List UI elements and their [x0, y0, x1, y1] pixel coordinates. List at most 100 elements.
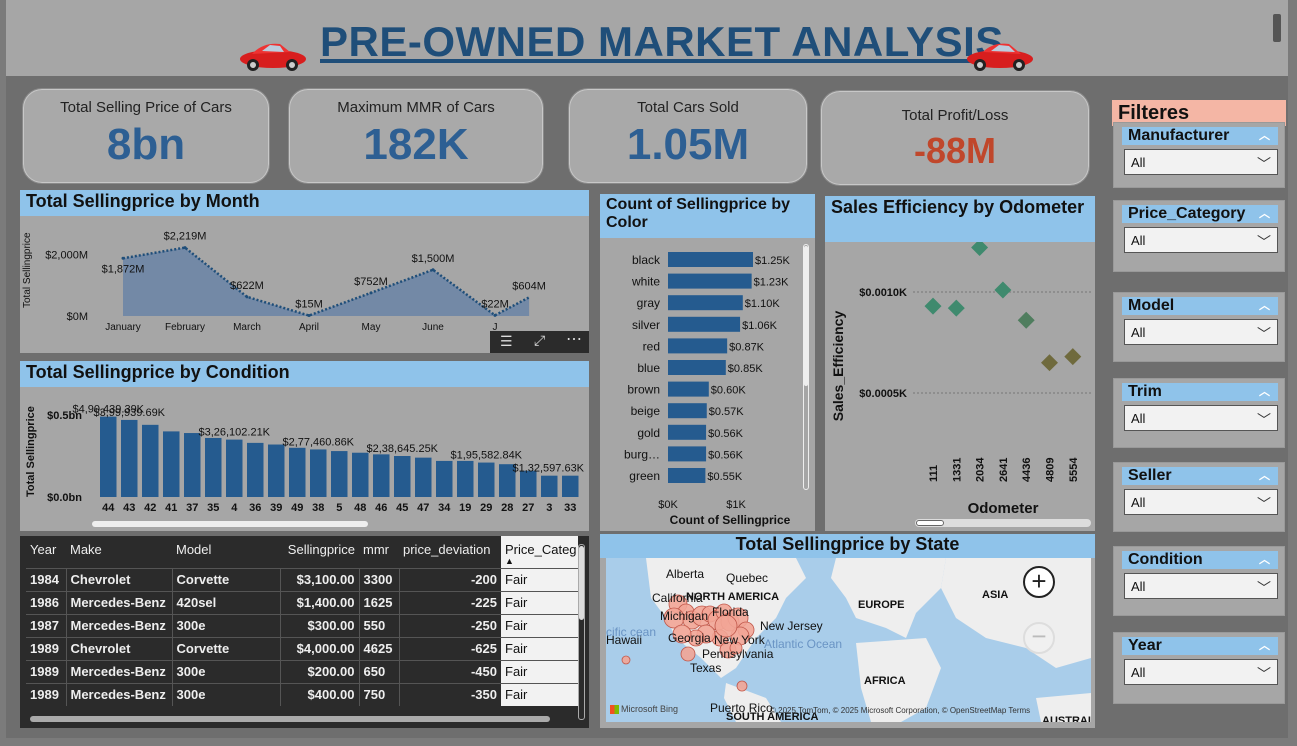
map-label: Pennsylvania	[702, 647, 774, 661]
chevron-up-icon[interactable]: ︿	[1259, 470, 1270, 482]
table-row[interactable]: 1986 Mercedes-Benz 420sel $1,400.00 1625 -225…	[26, 590, 578, 614]
chevron-down-icon: ﹀	[1257, 666, 1271, 682]
data-table-panel[interactable]: Year Make Model Sellingprice mmr price_d…	[20, 536, 589, 728]
slicer-dropdown[interactable]: All ﹀	[1124, 659, 1278, 685]
map-bubble	[621, 655, 631, 665]
data-label: $752M	[354, 276, 388, 288]
vertical-scrollbar-thumb[interactable]	[804, 246, 808, 386]
table-row[interactable]: 1989 Mercedes-Benz 300e $200.00 650 -450 Fair	[26, 659, 578, 683]
x-tick-label: June	[422, 322, 444, 333]
kpi-total-selling-price: Total Selling Price of Cars 8bn	[22, 88, 270, 184]
table-row[interactable]: 1989 Mercedes-Benz 300e $400.00 750 -350 Fair	[26, 682, 578, 706]
efficiency-chart-panel[interactable]: Sales Efficiency by Odometer $0.0010K $0.…	[825, 196, 1095, 531]
slicer-value: All	[1131, 579, 1146, 594]
vertical-scrollbar[interactable]	[803, 244, 809, 490]
data-label: $3,26,102.21K	[198, 427, 270, 439]
chevron-up-icon[interactable]: ︿	[1259, 640, 1270, 652]
y-tick-label: beige	[631, 404, 661, 418]
column-header[interactable]: Model	[176, 542, 212, 557]
map-bubble	[672, 624, 692, 644]
table-cell: -250	[398, 613, 501, 637]
map-label: California	[652, 591, 703, 605]
y-tick-label: green	[629, 469, 660, 483]
column-header[interactable]: Sellingprice	[287, 542, 355, 557]
table-row[interactable]: 1989 Chevrolet Corvette $4,000.00 4625 -625 Fa…	[26, 636, 578, 660]
month-chart-panel[interactable]: Total Sellingprice by Month Total Sellin…	[20, 190, 589, 353]
horizontal-scrollbar[interactable]	[92, 521, 368, 527]
x-tick-label: April	[299, 322, 319, 333]
horizontal-scrollbar[interactable]	[915, 519, 1091, 527]
data-label: $1.10K	[745, 298, 781, 310]
y-tick-label: silver	[632, 318, 660, 332]
map-label: EUROPE	[858, 599, 904, 611]
slicer-price-category[interactable]: Price_Category ︿ All ﹀	[1113, 200, 1285, 272]
column-header[interactable]: Year	[30, 542, 57, 557]
slicer-dropdown[interactable]: All ﹀	[1124, 227, 1278, 253]
table-row[interactable]: 1984 Chevrolet Corvette $3,100.00 3300 -200 Fa…	[26, 567, 578, 591]
scatter-point	[1017, 311, 1035, 329]
slicer-dropdown[interactable]: All ﹀	[1124, 149, 1278, 175]
slicer-seller[interactable]: Seller ︿ All ﹀	[1113, 462, 1285, 532]
condition-bar	[268, 444, 285, 497]
map-bubble	[680, 646, 696, 662]
slicer-condition[interactable]: Condition ︿ All ﹀	[1113, 546, 1285, 616]
slicer-model[interactable]: Model ︿ All ﹀	[1113, 292, 1285, 362]
horizontal-scrollbar[interactable]	[30, 716, 550, 722]
chevron-down-icon: ﹀	[1257, 412, 1271, 428]
x-tick-label: $0K	[658, 499, 678, 511]
slicer-dropdown[interactable]: All ﹀	[1124, 489, 1278, 515]
chevron-up-icon[interactable]: ︿	[1259, 130, 1270, 142]
kpi-total-profit-loss: Total Profit/Loss -88M	[820, 90, 1090, 186]
column-header[interactable]: Make	[70, 542, 102, 557]
color-chart-panel[interactable]: Count of Sellingprice by Color black $1.2…	[600, 194, 815, 531]
chevron-down-icon: ﹀	[1257, 326, 1271, 342]
scatter-point	[971, 242, 989, 257]
car-icon-right	[967, 43, 1033, 71]
table-cell: 550	[358, 613, 399, 637]
table-cell: $1,400.00	[279, 590, 359, 614]
table-row[interactable]: 1987 Mercedes-Benz 300e $300.00 550 -250 Fair	[26, 613, 578, 637]
data-label: $4,90,439.39K	[72, 404, 144, 416]
slicer-year[interactable]: Year ︿ All ﹀	[1113, 632, 1285, 704]
slicer-label: Condition ︿	[1122, 551, 1278, 569]
condition-chart-panel[interactable]: Total Sellingprice by Condition Total Se…	[20, 361, 589, 531]
data-label: $2,77,460.86K	[282, 436, 354, 448]
color-bar	[668, 252, 753, 267]
column-header[interactable]: price_deviation	[403, 542, 491, 557]
zoom-out-button[interactable]: −	[1023, 622, 1055, 654]
y-tick-label: $0.0010K	[859, 287, 907, 299]
slicer-trim[interactable]: Trim ︿ All ﹀	[1113, 378, 1285, 448]
filter-icon[interactable]: ☰	[500, 333, 513, 349]
chevron-up-icon[interactable]: ︿	[1259, 208, 1270, 220]
slicer-dropdown[interactable]: All ﹀	[1124, 319, 1278, 345]
data-label: $622M	[230, 280, 264, 292]
column-header[interactable]: mmr	[363, 542, 389, 557]
map-label: Alberta	[666, 567, 704, 581]
x-tick-label: 37	[186, 502, 198, 514]
horizontal-scrollbar-thumb[interactable]	[916, 520, 944, 526]
x-tick-label: February	[165, 322, 205, 333]
data-label: $0.57K	[709, 406, 745, 418]
x-tick-label: 39	[270, 502, 282, 514]
table-cell: 650	[358, 659, 399, 683]
y-tick-label: $2,000M	[45, 249, 88, 261]
zoom-in-button[interactable]: +	[1023, 566, 1055, 598]
page-scrollbar[interactable]	[1273, 14, 1281, 42]
slicer-manufacturer[interactable]: Manufacturer ︿ All ﹀	[1113, 122, 1285, 188]
slicer-dropdown[interactable]: All ﹀	[1124, 573, 1278, 599]
chevron-up-icon[interactable]: ︿	[1259, 386, 1270, 398]
map-panel[interactable]: Total Sellingprice by State Alberta Quebe…	[600, 534, 1095, 728]
x-tick-label: 43	[123, 502, 135, 514]
slicer-dropdown[interactable]: All ﹀	[1124, 405, 1278, 431]
axis-title: Total Sellingprice	[25, 406, 37, 497]
column-header[interactable]: Price_Categ ▲	[501, 536, 578, 568]
more-options-icon[interactable]: ⋯	[566, 331, 582, 348]
focus-mode-icon[interactable]: ⤢	[534, 332, 546, 348]
chevron-up-icon[interactable]: ︿	[1259, 554, 1270, 566]
vertical-scrollbar[interactable]	[578, 544, 585, 720]
chevron-up-icon[interactable]: ︿	[1259, 300, 1270, 312]
color-bar	[668, 381, 709, 397]
vertical-scrollbar-thumb[interactable]	[579, 546, 584, 620]
map-label: Puerto Rico	[710, 701, 773, 715]
